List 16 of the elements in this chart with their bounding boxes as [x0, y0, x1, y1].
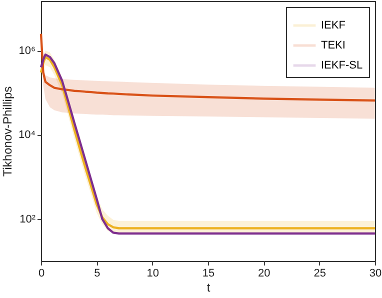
x-tick-label: 30 [369, 268, 382, 280]
x-axis-title: t [206, 280, 211, 294]
x-tick-label: 20 [258, 268, 270, 280]
x-tick-label: 15 [202, 268, 215, 280]
legend-label: IEKF [321, 20, 346, 32]
y-axis-title: Tikhonov-Phillips [0, 86, 15, 177]
x-tick-label: 0 [38, 268, 45, 280]
legend-label: TEKI [321, 40, 346, 52]
x-tick-label: 5 [94, 268, 100, 280]
y-tick-label: 10² [20, 213, 36, 226]
y-tick-label: 10⁴ [18, 129, 36, 142]
x-tick-label: 25 [314, 268, 326, 280]
legend-label: IEKF-SL [321, 60, 363, 72]
y-tick-label: 10⁶ [18, 45, 36, 58]
line-series [40, 32, 376, 102]
x-tick-label: 10 [146, 268, 159, 280]
